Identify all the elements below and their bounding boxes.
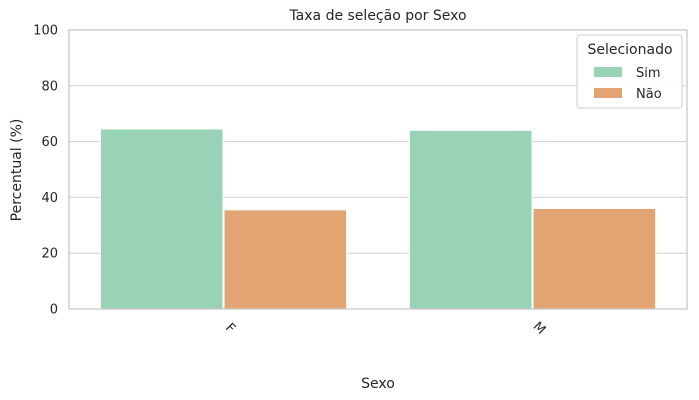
- chart-title: Taxa de seleção por Sexo: [288, 8, 466, 24]
- x-tick-label: M: [530, 319, 549, 338]
- bar-nao-M: [532, 208, 656, 310]
- y-tick-labels: 0 20 40 60 80 100: [33, 24, 58, 318]
- legend-swatch-nao: [594, 88, 622, 98]
- legend-label-sim: Sim: [636, 66, 661, 81]
- legend-label-nao: Não: [636, 87, 662, 102]
- y-tick-label: 0: [50, 303, 58, 318]
- y-tick-label: 100: [33, 24, 58, 39]
- bar-nao-F: [223, 209, 347, 310]
- y-tick-label: 60: [41, 135, 58, 150]
- y-tick-label: 20: [41, 247, 58, 262]
- plot-frame: [68, 29, 688, 310]
- legend: Selecionado Sim Não: [576, 34, 683, 109]
- legend-swatch-sim: [594, 67, 622, 77]
- y-tick-label: 40: [41, 191, 58, 206]
- bar-sim-M: [409, 130, 533, 310]
- x-axis-label: Sexo: [361, 376, 395, 392]
- bars: [100, 128, 656, 310]
- y-axis-label: Percentual (%): [9, 119, 25, 222]
- legend-title: Selecionado: [587, 42, 672, 58]
- bar-sim-F: [100, 128, 224, 310]
- x-tick-label: F: [222, 321, 238, 337]
- y-tick-label: 80: [41, 79, 58, 94]
